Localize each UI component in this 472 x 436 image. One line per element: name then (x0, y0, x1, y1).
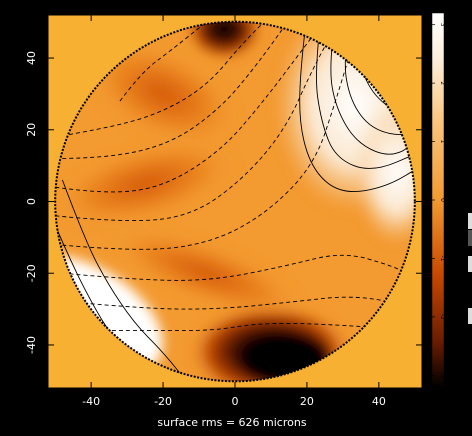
plot-area: -40 -20 0 20 40 -40 -20 0 20 40 (25, 14, 423, 408)
contour-positive (61, 179, 193, 382)
edge-fragment (468, 230, 472, 246)
colorbar-tick-label: 2 (439, 81, 446, 85)
chart-caption: surface rms = 626 microns (157, 416, 306, 429)
colorbar-tick-label: 3 (439, 23, 446, 27)
colorbar-tick-label: -2 (439, 314, 446, 320)
band-west (55, 141, 236, 226)
contour-negative (55, 21, 344, 222)
colorbar-tick-label: 1 (439, 140, 446, 144)
x-tick-label: -20 (154, 395, 172, 408)
contour-negative (62, 254, 415, 281)
band-south (111, 229, 302, 317)
contour-negative (55, 21, 272, 138)
x-tick-label: 20 (300, 395, 314, 408)
plot-frame (47, 14, 423, 389)
band-northwest (89, 42, 238, 146)
colorbar-tick-label: -1 (439, 255, 446, 261)
contour-negative (55, 21, 293, 159)
y-tick-label: 20 (25, 123, 38, 137)
low-region-top (188, 21, 261, 59)
colorbar-tick-label: 0 (439, 198, 446, 202)
y-tick-label: -20 (25, 264, 38, 282)
colorbar-tick-label: -3 (439, 372, 446, 378)
contour-positive (316, 21, 415, 169)
contour-positive (299, 21, 415, 193)
colorbar: 3 2 1 0 -1 -2 -3 (431, 12, 446, 388)
aperture-edge (54, 20, 416, 383)
contour-negative (55, 21, 329, 193)
y-tick-label: 40 (25, 51, 38, 65)
contour-negative (76, 322, 415, 332)
edge-fragment (468, 256, 472, 272)
x-tick-label: 0 (232, 395, 239, 408)
contour-positive (330, 21, 415, 155)
y-tick-label: -40 (25, 336, 38, 354)
contour-negative (55, 29, 358, 250)
high-region-east (353, 101, 415, 245)
x-tick-label: 40 (372, 395, 386, 408)
contour-negative (119, 21, 207, 102)
x-tick-label: -40 (82, 395, 100, 408)
edge-fragment (468, 213, 472, 229)
edge-fragment (468, 308, 472, 324)
y-tick-label: 0 (25, 198, 38, 205)
